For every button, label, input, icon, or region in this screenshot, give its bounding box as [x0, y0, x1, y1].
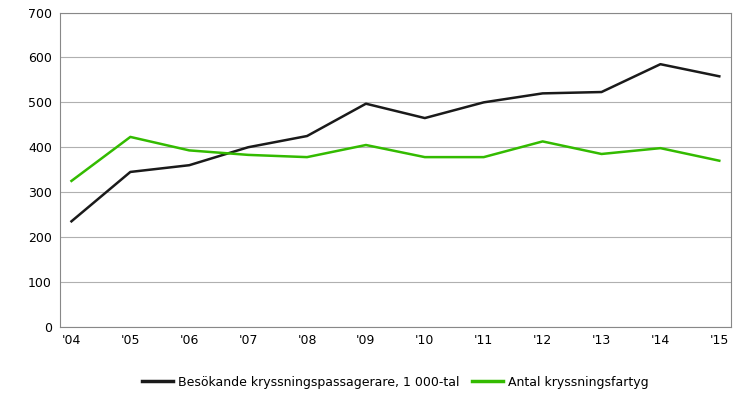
- Legend: Besökande kryssningspassagerare, 1 000-tal, Antal kryssningsfartyg: Besökande kryssningspassagerare, 1 000-t…: [137, 371, 654, 394]
